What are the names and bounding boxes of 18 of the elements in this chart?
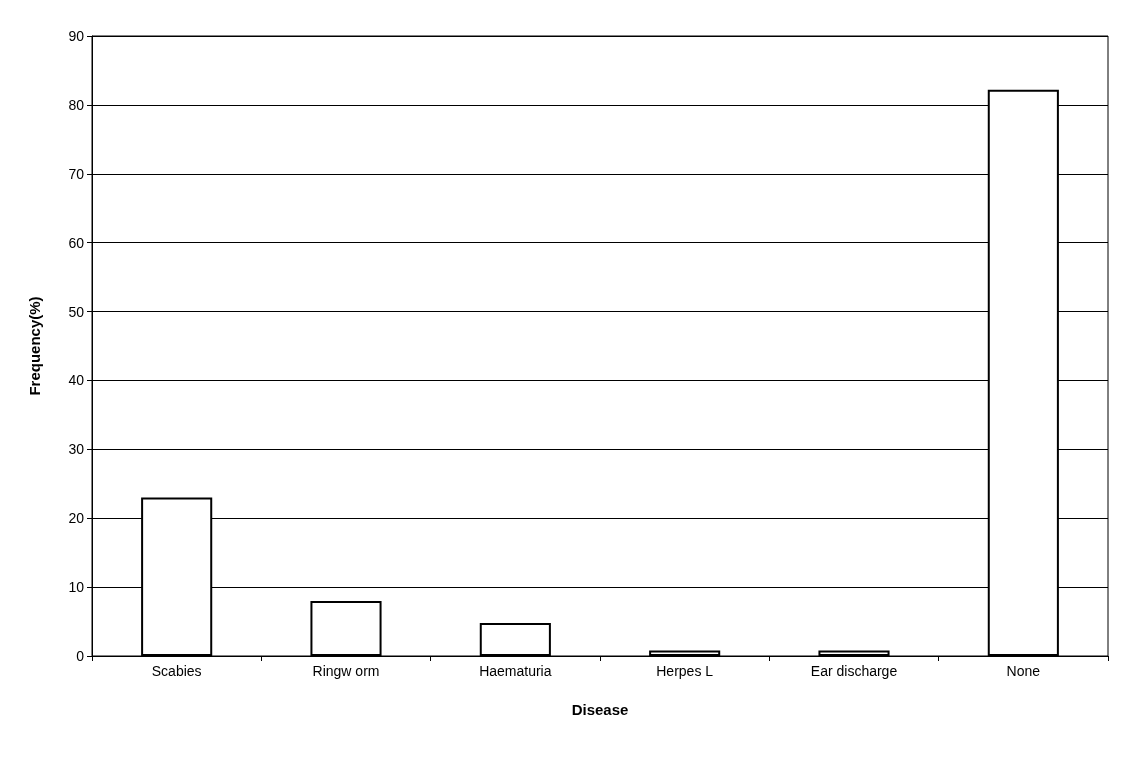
x-tick-label: Ear discharge xyxy=(810,663,898,679)
y-tick-label: 20 xyxy=(68,510,85,527)
y-tick-label: 40 xyxy=(68,372,85,389)
x-axis-title: Disease xyxy=(571,701,629,718)
x-tick-label: Scabies xyxy=(151,663,202,679)
y-tick-label: 50 xyxy=(68,303,85,320)
y-tick-label: 0 xyxy=(76,648,85,664)
y-tick-label: 10 xyxy=(68,579,85,596)
x-tick-label: Ringw orm xyxy=(312,663,380,679)
x-tick-label: Herpes L xyxy=(656,663,714,679)
y-tick-label: 60 xyxy=(68,234,85,251)
y-axis-title: Frequency(%) xyxy=(26,296,43,396)
x-tick-label: None xyxy=(1006,663,1041,679)
y-tick-label: 80 xyxy=(68,96,85,113)
y-tick-label: 90 xyxy=(68,28,85,44)
x-tick-label: Haematuria xyxy=(479,663,552,679)
y-tick-label: 30 xyxy=(68,441,85,458)
y-tick-label: 70 xyxy=(68,165,85,182)
